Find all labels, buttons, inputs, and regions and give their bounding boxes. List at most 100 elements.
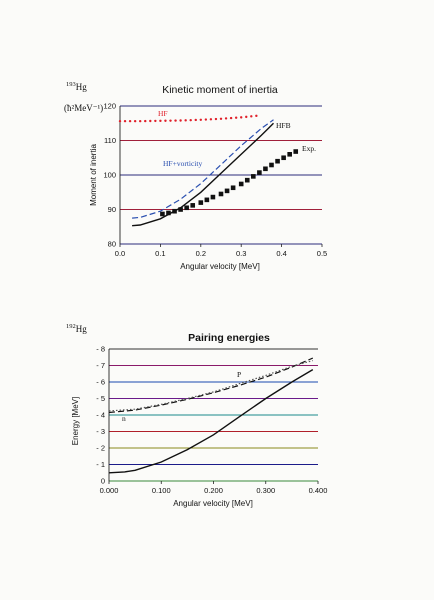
chart-1-series-hf-dot	[123, 119, 127, 123]
chart-2-series-n-line	[108, 360, 313, 412]
chart-2-title: Pairing energies	[188, 332, 270, 344]
chart-1-x-tick-label: 0.2	[196, 249, 206, 258]
chart-1-series	[118, 114, 299, 227]
chart-2-nucleus-element: Hg	[76, 324, 87, 334]
chart-2-series	[108, 357, 314, 474]
chart-1-series-exp--marker	[178, 207, 183, 212]
chart-2-y-tick-label: - 8	[96, 345, 105, 354]
chart-1-nucleus-tag: 193Hg	[66, 81, 87, 92]
chart-1-axes	[119, 106, 323, 247]
chart-1-series-exp--marker	[210, 194, 216, 200]
chart-2-tick-labels: 0 - 1 - 2 - 3 - 4 - 5 - 6 - 7 - 8 0.000 0.100 0.200…	[96, 345, 327, 495]
chart-1-y-tick-label: 90	[108, 205, 116, 214]
chart-1-series-hf-dot	[240, 116, 243, 119]
chart-1-label-exp: Exp.	[302, 144, 316, 153]
chart-1-series-hf-dot	[139, 119, 142, 123]
chart-1-series-hf-dot	[179, 119, 182, 122]
chart-1-series-exp--marker	[269, 162, 274, 168]
chart-1-series-exp--marker	[190, 203, 196, 208]
chart-1-series-hf-dot	[214, 117, 218, 121]
chart-2-y-tick-label: - 6	[96, 378, 105, 387]
chart-1-series-hf-dot	[229, 116, 233, 120]
chart-1-series-hf-dot	[118, 119, 122, 123]
chart-1: 193Hg (ħ²MeV⁻¹) Kinetic moment of inerti…	[64, 81, 327, 271]
chart-2-y-axis-label: Energy [MeV]	[71, 397, 80, 445]
chart-2-y-tick-label: - 1	[96, 460, 105, 469]
chart-1-label-vorticity: HF+vorticity	[163, 159, 202, 168]
chart-1-x-tick-label: 0.4	[276, 249, 286, 258]
chart-1-series-hf-dot	[245, 115, 248, 119]
chart-1-series-hf-dot	[255, 114, 258, 118]
chart-1-series-exp--marker	[244, 177, 250, 183]
chart-2-label-p: P	[237, 370, 241, 379]
chart-1-series-hf-dot	[219, 117, 223, 120]
chart-1-x-tick-label: 0.3	[236, 249, 246, 258]
chart-1-series-hf-dot	[199, 118, 202, 122]
chart-2-nucleus-mass: 192	[66, 323, 76, 330]
chart-1-series-hf-dot	[224, 117, 228, 120]
chart-1-series-hf-dot	[184, 119, 187, 122]
chart-1-series-hf-dot	[174, 119, 177, 122]
chart-2-x-tick-label: 0.100	[152, 486, 171, 495]
chart-1-series-hf-dot	[159, 119, 162, 123]
chart-1-y-axis-label: Moment of inertia	[89, 144, 98, 206]
chart-1-x-tick-label: 0.0	[115, 249, 125, 258]
chart-1-series-hf-dot	[234, 116, 238, 119]
chart-1-tick-labels: 80 90 100 110 120 0.0 0.1 0.2 0.3 0.4 0.5	[103, 102, 327, 258]
chart-2-y-tick-label: - 5	[96, 394, 105, 403]
chart-1-title: Kinetic moment of inertia	[162, 84, 278, 96]
chart-1-series-hf-dot	[209, 118, 213, 121]
chart-1-series-hf-dot	[144, 119, 147, 123]
chart-1-label-hf: HF	[158, 109, 168, 118]
chart-1-series-hf-dot	[189, 118, 192, 122]
chart-1-series-hf-dot	[133, 119, 137, 123]
chart-2-label-n: n	[122, 414, 126, 423]
chart-1-y-tick-label: 110	[104, 136, 116, 145]
chart-1-series-exp--marker	[251, 174, 256, 179]
chart-2-series-line-2-line	[108, 368, 314, 474]
chart-2-x-tick-label: 0.400	[309, 486, 328, 495]
chart-2-x-tick-label: 0.200	[204, 486, 223, 495]
chart-1-y-tick-label: 120	[103, 102, 116, 111]
chart-1-series-exp--marker	[238, 181, 244, 187]
chart-1-unit-tag: (ħ²MeV⁻¹)	[64, 103, 103, 113]
chart-2-y-tick-label: - 3	[96, 427, 105, 436]
chart-1-series-hfb-line	[132, 122, 274, 227]
chart-1-nucleus-mass: 193	[66, 81, 76, 88]
chart-1-series-exp--marker	[172, 208, 177, 214]
chart-1-series-exp--marker	[198, 200, 204, 205]
chart-2-y-tick-label: - 4	[96, 411, 105, 420]
chart-2-series-p-line	[108, 357, 314, 414]
chart-2-y-tick-label: - 7	[96, 361, 105, 370]
chart-1-x-tick-label: 0.1	[155, 249, 165, 258]
chart-2-nucleus-tag: 192Hg	[66, 323, 87, 334]
chart-1-series-exp--marker	[224, 188, 230, 194]
chart-1-y-tick-label: 80	[108, 240, 116, 249]
chart-1-series-exp--marker	[204, 197, 210, 203]
chart-1-series-hf-dot	[194, 118, 197, 122]
chart-1-x-tick-label: 0.5	[317, 249, 327, 258]
chart-1-label-hfb: HFB	[276, 121, 291, 130]
chart-1-series-exp--marker	[166, 210, 171, 216]
chart-1-series-exp--marker	[263, 166, 268, 172]
chart-1-nucleus-element: Hg	[76, 82, 87, 92]
chart-1-series-exp--marker	[287, 152, 292, 157]
chart-1-series-exp--marker	[275, 158, 280, 164]
chart-1-series-exp--marker	[218, 191, 224, 197]
chart-2-x-tick-label: 0.000	[100, 486, 119, 495]
chart-2-x-axis-label: Angular velocity [MeV]	[173, 499, 253, 508]
chart-2-axes	[108, 349, 319, 484]
chart-2-x-tick-label: 0.300	[256, 486, 275, 495]
chart-1-series-hf-dot	[154, 119, 157, 123]
chart-1-series-exp--marker	[230, 185, 236, 191]
chart-2-y-tick-label: - 2	[96, 444, 105, 453]
chart-1-series-exp--marker	[184, 205, 189, 211]
chart-1-series-hf-dot	[250, 115, 253, 118]
chart-1-series-exp--marker	[257, 170, 262, 175]
chart-1-series-hf-dot	[128, 119, 132, 123]
chart-1-grid	[120, 105, 322, 245]
chart-2: 192Hg Pairing energies 0 - 1 - 2 - 3 - 4 - 5 -…	[66, 323, 327, 508]
chart-1-y-tick-label: 100	[103, 171, 116, 180]
